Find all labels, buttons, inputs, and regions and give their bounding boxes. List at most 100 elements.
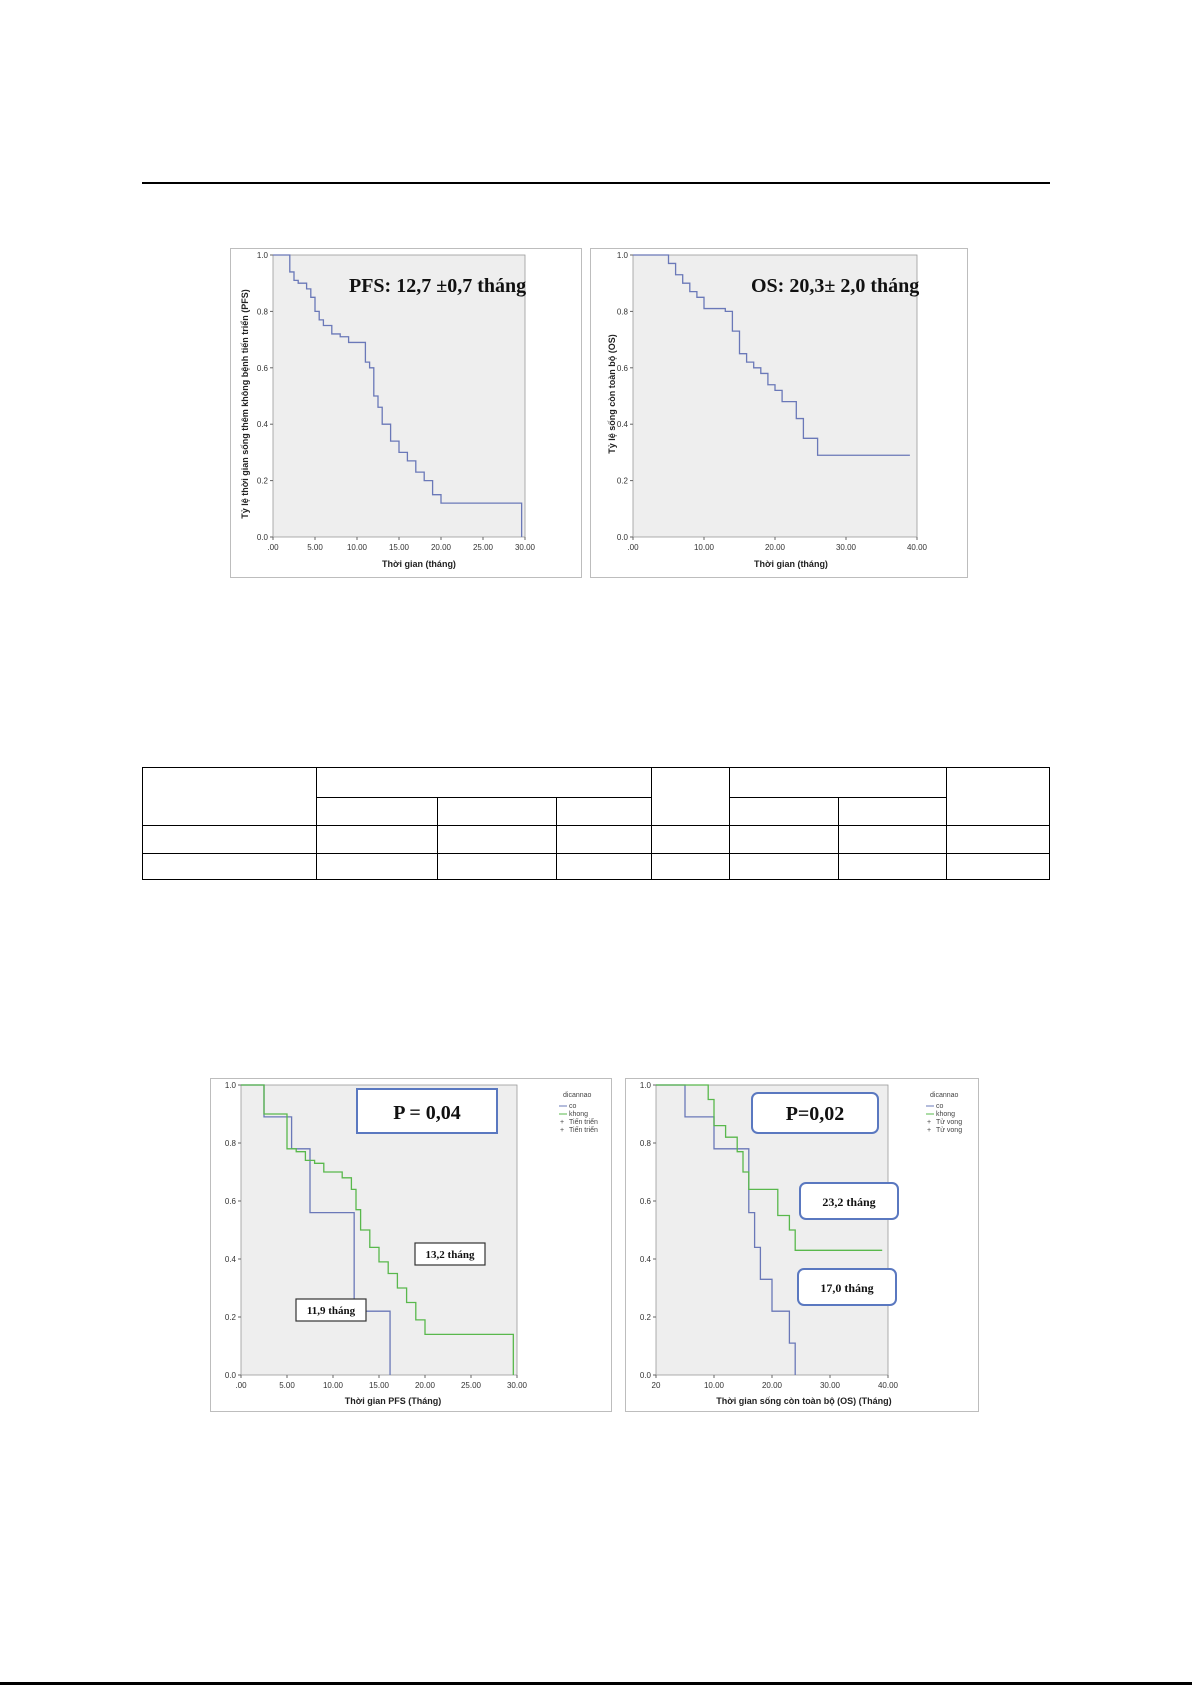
table-cell: [556, 797, 652, 826]
y-tick-label: 0.2: [225, 1313, 237, 1322]
table-cell: [946, 853, 1050, 880]
x-tick-label: 5.00: [307, 543, 323, 552]
y-tick-label: 1.0: [257, 251, 269, 260]
km-plot-os: 0.0 0.2 0.4 0.6 0.8 1.0 .00 10.00 20.00 30.00 40.0…: [607, 251, 928, 569]
y-tick-label: 0.8: [617, 307, 629, 316]
os-annotation: OS: 20,3± 2,0 tháng: [751, 275, 919, 297]
table-cell: [316, 767, 652, 798]
p-value-box: [356, 1088, 498, 1134]
legend-censor-mark: +: [927, 1119, 931, 1126]
legend-item: Tiến triển: [569, 1125, 598, 1134]
p-value-box: [751, 1092, 879, 1134]
table-cell: [556, 853, 652, 880]
survival-curve-khong: [656, 1084, 883, 1251]
plot-area: 0.0 0.2 0.4 0.6 0.8 1.0 .00 5.00 10.00 15.00 20.00…: [257, 251, 536, 552]
y-tick-label: 0.2: [617, 477, 629, 486]
x-axis-label: Thời gian (tháng): [382, 559, 456, 569]
y-tick-label: 1.0: [225, 1081, 237, 1090]
y-tick-label: 0.6: [617, 364, 629, 373]
table-cell: [729, 767, 948, 798]
table-cell: [729, 825, 839, 854]
median-label-green: 13,2 tháng: [426, 1249, 475, 1261]
x-tick-label: 25.00: [473, 543, 494, 552]
x-tick-label: 20.00: [762, 1381, 783, 1390]
table-cell: [650, 853, 731, 880]
legend-item: co: [936, 1103, 944, 1110]
y-tick-label: 0.0: [617, 533, 629, 542]
table-cell: [436, 797, 558, 826]
x-tick-label: 40.00: [907, 543, 928, 552]
y-tick-label: 0.4: [257, 420, 269, 429]
table-cell: [946, 767, 1050, 826]
y-tick-label: 0.4: [640, 1255, 652, 1264]
legend-item: Tử vong: [936, 1118, 962, 1126]
x-tick-label: 10.00: [704, 1381, 725, 1390]
table-cell: [729, 797, 839, 826]
legend: dicannao co khong + Tử vong + Tử vong: [926, 1092, 962, 1134]
legend-item: Tiến triển: [569, 1117, 598, 1126]
table-cell: [650, 767, 731, 826]
x-tick-label: .00: [267, 543, 279, 552]
y-tick-label: 0.6: [257, 364, 269, 373]
y-tick-label: 0.8: [225, 1139, 237, 1148]
x-tick-label: 30.00: [836, 543, 857, 552]
x-tick-label: .00: [627, 543, 639, 552]
label-box-blue: [797, 1268, 897, 1306]
figure-os-overall: 0.0 0.2 0.4 0.6 0.8 1.0 .00 10.00 20.00 30.00 40.0…: [590, 248, 968, 578]
figure-pfs-overall: 0.0 0.2 0.4 0.6 0.8 1.0 .00 5.00 10.00 15.00 20.00…: [230, 248, 582, 578]
table-cell: [946, 825, 1050, 854]
footer-rule: [0, 1682, 1192, 1685]
median-label-green: 23,2 tháng: [822, 1195, 875, 1209]
x-tick-label: 15.00: [389, 543, 410, 552]
legend: dicannao co khong + Tiến triển + Tiến tr…: [559, 1092, 598, 1134]
y-axis-label: Tỷ lệ thời gian sống thêm không bệnh tiế…: [240, 289, 250, 518]
x-tick-label: 10.00: [694, 543, 715, 552]
x-axis-label: Thời gian (tháng): [754, 559, 828, 569]
median-label-blue: 11,9 tháng: [307, 1305, 356, 1317]
label-box-green: [414, 1242, 486, 1266]
label-box-blue: [295, 1298, 367, 1322]
table-cell: [556, 825, 652, 854]
table-cell: [141, 767, 318, 826]
y-tick-label: 0.6: [640, 1197, 652, 1206]
y-tick-label: 1.0: [640, 1081, 652, 1090]
table-row: [141, 825, 1050, 854]
x-axis-label: Thời gian PFS (Tháng): [345, 1396, 441, 1406]
pfs-annotation: PFS: 12,7 ±0,7 tháng: [349, 275, 526, 297]
y-tick-label: 0.0: [640, 1371, 652, 1380]
x-tick-label: 20.00: [765, 543, 786, 552]
y-tick-label: 0.4: [617, 420, 629, 429]
table-cell: [837, 853, 948, 880]
x-tick-label: 30.00: [820, 1381, 841, 1390]
x-tick-label: 40.00: [878, 1381, 899, 1390]
y-tick-label: 0.4: [225, 1255, 237, 1264]
km-plot-pfs: 0.0 0.2 0.4 0.6 0.8 1.0 .00 5.00 10.00 15.00 20.00…: [240, 251, 536, 569]
x-tick-label: 25.00: [461, 1381, 482, 1390]
x-tick-label: .00: [235, 1381, 247, 1390]
y-tick-label: 0.8: [257, 307, 269, 316]
legend-item: khong: [569, 1111, 588, 1118]
legend-item: Tử vong: [936, 1126, 962, 1134]
legend-censor-mark: +: [560, 1119, 564, 1126]
table-cell: [729, 853, 839, 880]
legend-censor-mark: +: [560, 1127, 564, 1134]
survival-curve-series: [633, 254, 910, 456]
table-cell: [650, 825, 731, 854]
x-tick-label: 5.00: [279, 1381, 295, 1390]
legend-item: co: [569, 1103, 577, 1110]
y-tick-label: 0.2: [257, 477, 269, 486]
x-tick-label: 10.00: [347, 543, 368, 552]
y-tick-label: 0.8: [640, 1139, 652, 1148]
table-cell: [436, 825, 558, 854]
legend-title: dicannao: [563, 1092, 592, 1099]
x-tick-label: 10.00: [323, 1381, 344, 1390]
y-tick-label: 0.0: [225, 1371, 237, 1380]
figure-os-by-group: 0.0 0.2 0.4 0.6 0.8 1.0 20 10.00 20.00 30.00 40.00…: [625, 1078, 979, 1412]
legend-title: dicannao: [930, 1092, 959, 1099]
median-label-blue: 17,0 tháng: [820, 1281, 873, 1295]
y-tick-label: 0.2: [640, 1313, 652, 1322]
table-row: [141, 853, 1050, 880]
survival-curve-khong: [241, 1084, 514, 1375]
p-value: P = 0,04: [393, 1102, 461, 1124]
legend-item: khong: [936, 1111, 955, 1118]
